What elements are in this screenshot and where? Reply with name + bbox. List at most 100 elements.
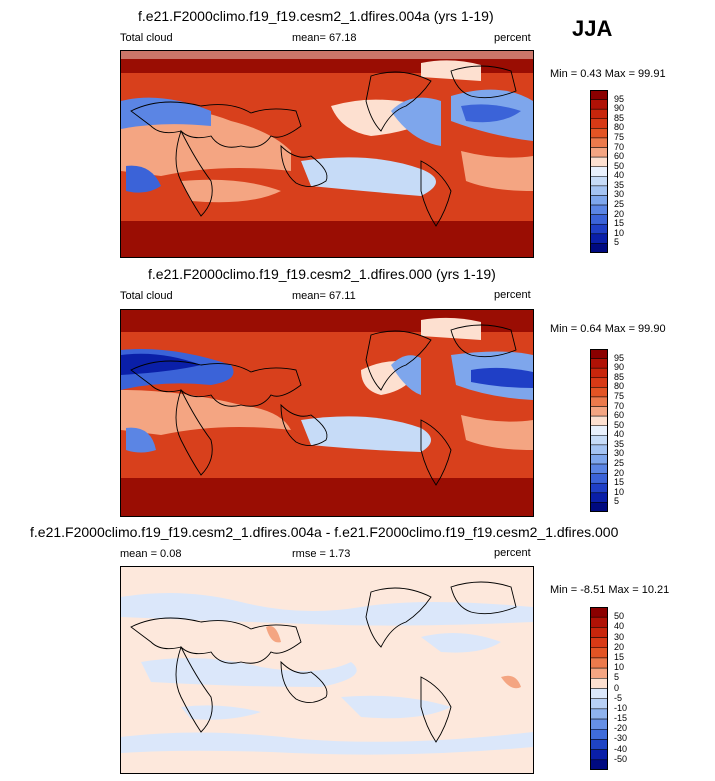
colorbar-swatch [590,718,608,730]
colorbar-swatch [590,502,608,512]
colorbar-tick-label: 40 [614,170,625,181]
colorbar-swatch [590,425,608,436]
colorbar-swatch [590,233,608,244]
colorbar-swatch [590,415,608,426]
colorbar-swatch [590,688,608,699]
colorbar-swatch [590,358,608,369]
colorbar-tick-label: 50 [614,419,625,430]
panel2-variable-label: Total cloud [120,290,173,302]
colorbar-swatch [590,118,608,129]
colorbar-tick-label: 25 [614,199,625,210]
colorbar-tick-label: 70 [614,141,625,152]
colorbar-swatch [590,108,608,120]
colorbar-tick-label: 95 [614,93,625,104]
colorbar-tick-label: 30 [614,448,625,459]
panel2-units-label: percent [494,289,531,301]
colorbar-tick-label: 50 [614,160,625,171]
colorbar-swatch [590,616,608,628]
colorbar-swatch [590,243,608,253]
season-label: JJA [572,16,613,41]
colorbar-swatch [590,176,608,187]
colorbar-swatch [590,739,608,750]
colorbar-tick-label: 80 [614,122,625,133]
panel2-mean-value: mean= 67.11 [292,290,356,302]
colorbar-tick-label: 10 [614,662,625,673]
colorbar-tick-label: 75 [614,131,625,142]
colorbar-swatch [590,759,608,770]
colorbar-tick-label: 30 [614,189,625,200]
colorbar-swatch [590,627,608,638]
colorbar-tick-label: 80 [614,381,625,392]
colorbar-swatch [590,708,608,720]
panel3-mean-label: mean = 0.08 [120,548,182,560]
colorbar-swatch [590,185,608,196]
colorbar-tick-label: 25 [614,458,625,469]
colorbar-tick-label: 70 [614,400,625,411]
panel3-units-label: percent [494,547,531,559]
colorbar-tick-label: 20 [614,467,625,478]
colorbar-tick-label: 35 [614,179,625,190]
colorbar-swatch [590,387,608,398]
colorbar-swatch [590,435,608,446]
colorbar-swatch [590,214,608,225]
panel1-variable-label: Total cloud [120,32,173,44]
colorbar-tick-label: 60 [614,410,625,421]
panel2-minmax-label: Min = 0.64 Max = 99.90 [550,323,666,335]
colorbar-swatch [590,454,608,465]
colorbar-swatch [590,223,608,235]
panel3-map-field [121,567,533,773]
colorbar-swatch [590,473,608,484]
panel2-title: f.e21.F2000climo.f19_f19.cesm2_1.dfires.… [148,266,496,282]
panel1-title: f.e21.F2000climo.f19_f19.cesm2_1.dfires.… [138,8,494,24]
colorbar-tick-label: 0 [614,682,620,693]
colorbar-swatch [590,166,608,177]
colorbar-outline [590,349,608,512]
colorbar-swatch [590,367,608,379]
colorbar-tick-label: 15 [614,477,625,488]
colorbar-tick-label: 5 [614,496,620,507]
panel1-colorbar-swatches [590,90,608,253]
panel2-colorbar: 95 90 85 80 75 70 60 50 40 35 30 25 20 15 10 5 [590,349,660,512]
colorbar-swatch [590,492,608,503]
colorbar-tick-label: 90 [614,362,625,373]
colorbar-swatch [590,729,608,740]
colorbar-swatch [590,204,608,215]
panel1-map-field [121,51,533,257]
colorbar-tick-label: 20 [614,208,625,219]
panel3-minmax-label: Min = -8.51 Max = 10.21 [550,584,670,596]
panel2-map [120,309,534,517]
colorbar-swatch [590,637,608,648]
colorbar-tick-label: 40 [614,429,625,440]
colorbar-swatch [590,463,608,474]
colorbar-tick-label: 85 [614,371,625,382]
colorbar-tick-label: 30 [614,631,625,642]
colorbar-swatch [590,128,608,139]
colorbar-swatch [590,377,608,388]
colorbar-swatch [590,99,608,110]
colorbar-swatch [590,444,608,455]
colorbar-swatch [590,396,608,407]
colorbar-tick-label: 5 [614,672,620,683]
colorbar-tick-label: -50 [614,753,628,764]
colorbar-tick-label: 90 [614,103,625,114]
colorbar-tick-label: -5 [614,692,623,703]
colorbar-swatch [590,678,608,689]
colorbar-tick-label: 5 [614,237,620,248]
panel2-map-field [121,310,533,516]
colorbar-tick-label: 75 [614,390,625,401]
colorbar-tick-label: 15 [614,218,625,229]
colorbar-tick-label: 10 [614,227,625,238]
colorbar-swatch [590,749,608,761]
colorbar-swatch [590,482,608,494]
colorbar-tick-label: 35 [614,438,625,449]
colorbar-swatch [590,647,608,659]
colorbar-swatch [590,698,608,710]
panel1-map [120,50,534,258]
panel3-colorbar-swatches [590,607,608,770]
colorbar-tick-label: 85 [614,112,625,123]
colorbar-tick-label: 50 [614,611,625,622]
panel3-title: f.e21.F2000climo.f19_f19.cesm2_1.dfires.… [30,524,619,540]
colorbar-swatch [590,657,608,669]
colorbar-swatch [590,137,608,148]
colorbar-tick-label: 60 [614,151,625,162]
